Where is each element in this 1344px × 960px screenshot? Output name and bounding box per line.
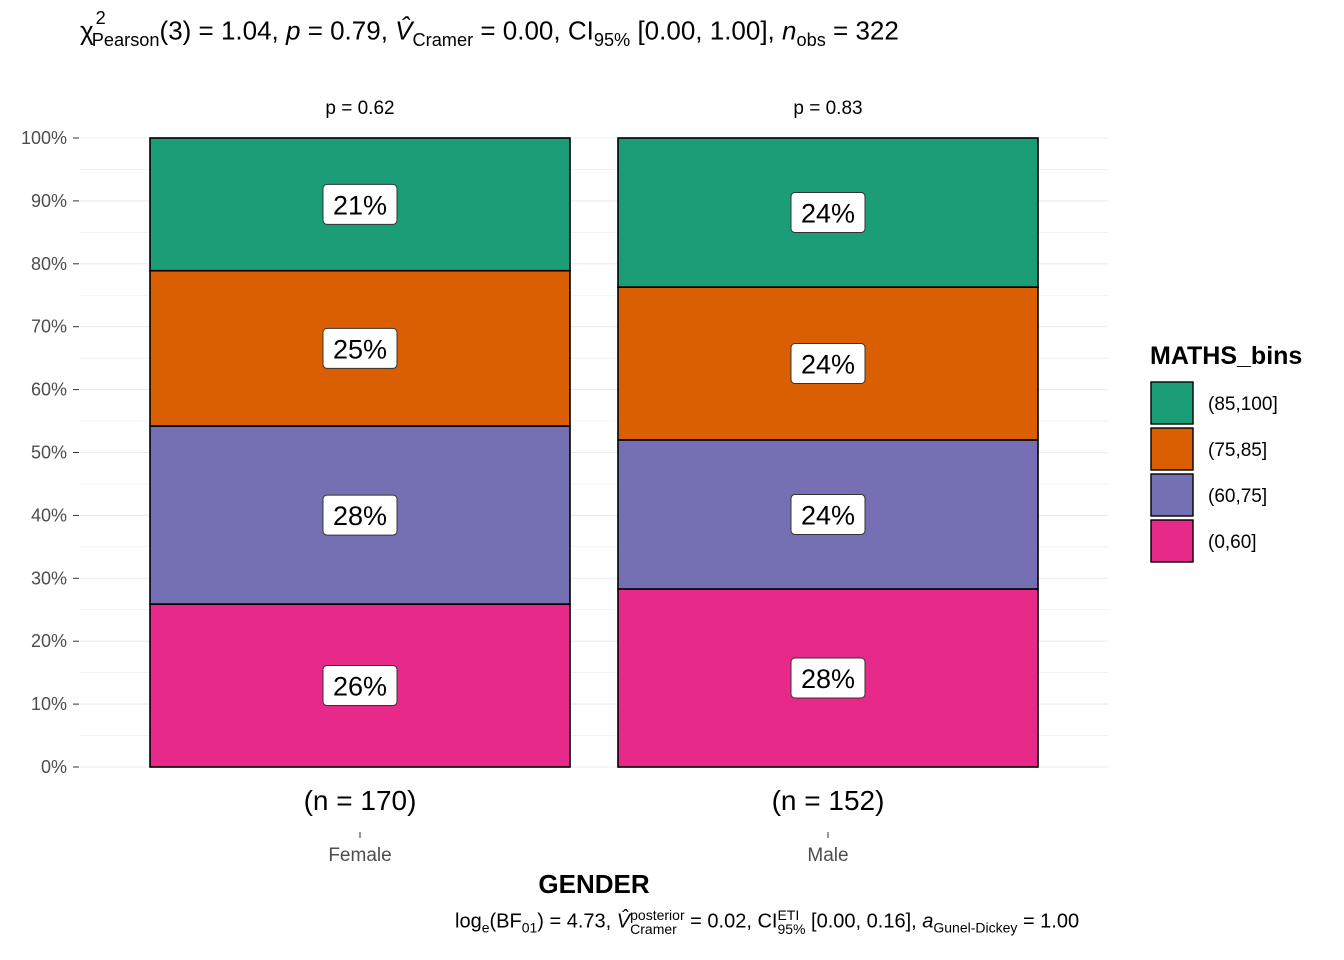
legend-key — [1150, 381, 1194, 425]
x-tick-label: Female — [328, 845, 391, 866]
chart-caption: loge(BF01) = 4.73, V̂ posterior Cramer = 0… — [455, 907, 1080, 937]
y-tick-label: 80% — [31, 254, 67, 274]
count-label: (n = 152) — [772, 785, 885, 816]
legend-key — [1150, 427, 1194, 471]
data-label: 24% — [801, 199, 855, 229]
data-label-box — [790, 342, 866, 384]
y-tick-label: 30% — [31, 568, 67, 588]
p-value-label: p = 0.62 — [325, 98, 394, 119]
y-tick-label: 0% — [41, 757, 67, 777]
y-tick-label: 100% — [21, 128, 67, 148]
legend-label: (75,85] — [1208, 440, 1267, 461]
legend-label: (60,75] — [1208, 486, 1267, 507]
data-label: 28% — [801, 664, 855, 694]
data-label-box — [790, 657, 866, 699]
p-value-label: p = 0.83 — [793, 98, 862, 119]
data-label-box — [790, 493, 866, 535]
y-tick-label: 50% — [31, 443, 67, 463]
legend-key — [1150, 519, 1194, 563]
y-tick-label: 40% — [31, 505, 67, 525]
data-label: 24% — [801, 500, 855, 530]
y-tick-label: 70% — [31, 317, 67, 337]
data-label-box — [322, 183, 398, 225]
data-label: 26% — [333, 672, 387, 702]
count-label: (n = 170) — [304, 785, 417, 816]
legend-title: MATHS_bins — [1150, 342, 1302, 370]
data-label-box — [790, 192, 866, 234]
data-label-box — [322, 327, 398, 369]
y-tick-label: 60% — [31, 380, 67, 400]
legend-label: (85,100] — [1208, 394, 1278, 415]
data-label: 24% — [801, 349, 855, 379]
legend-label: (0,60] — [1208, 532, 1257, 553]
data-label: 21% — [333, 190, 387, 220]
y-tick-label: 90% — [31, 191, 67, 211]
data-label: 28% — [333, 501, 387, 531]
data-label: 25% — [333, 334, 387, 364]
data-label-box — [322, 494, 398, 536]
data-label-box — [322, 665, 398, 707]
x-tick-label: Male — [807, 845, 848, 866]
x-axis-title: GENDER — [538, 869, 649, 899]
y-tick-label: 10% — [31, 694, 67, 714]
y-tick-label: 20% — [31, 631, 67, 651]
chart-title: χ 2Pearson(3) = 1.04, p = 0.79, V̂Cramer … — [80, 8, 899, 50]
legend-key — [1150, 473, 1194, 517]
